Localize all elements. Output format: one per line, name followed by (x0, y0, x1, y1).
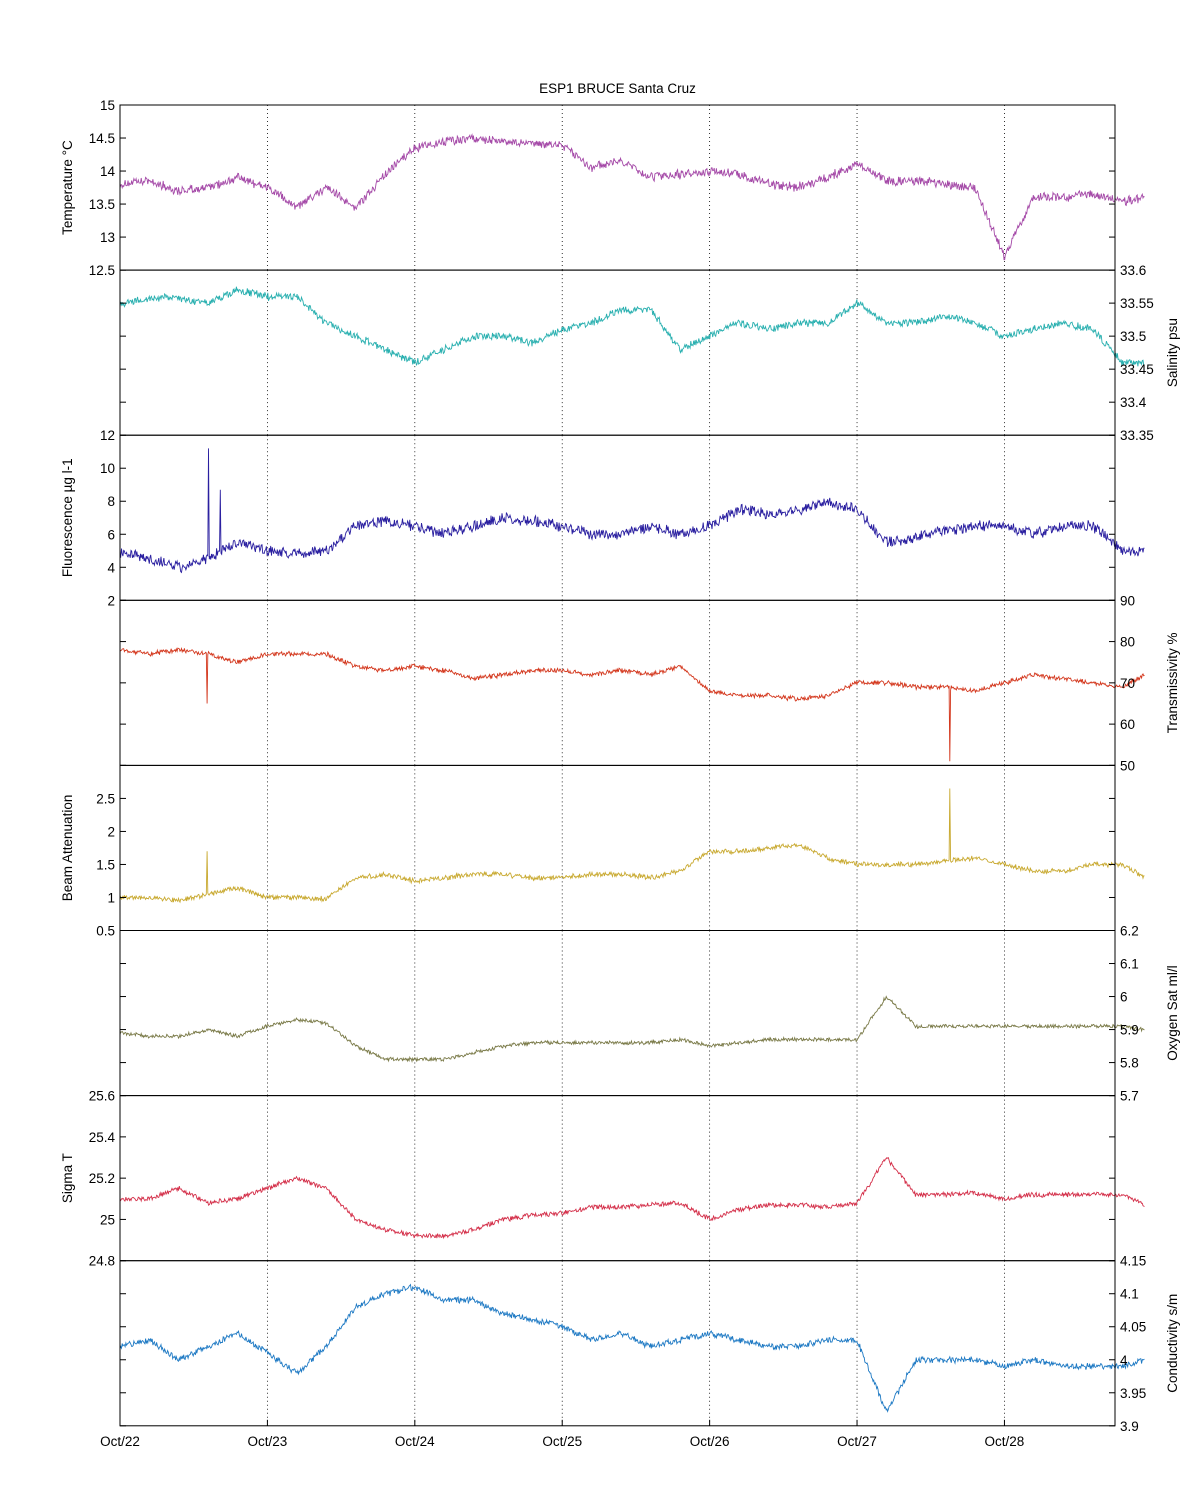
x-tick-label: Oct/27 (837, 1434, 877, 1449)
y-tick-label: 6.1 (1120, 957, 1139, 972)
panel-transmissivity: 50 60 70 80 90 Transmissivity % (119, 593, 1180, 773)
panel-frame (119, 1260, 1116, 1427)
y-tick-label: 4 (1120, 1353, 1128, 1368)
oxygen_sat-line (119, 995, 1145, 1064)
y-tick-label: 13.5 (89, 197, 115, 212)
beam_attenuation-line (119, 788, 1145, 904)
y-tick-label: 25.6 (89, 1089, 115, 1104)
panel-frame (119, 1095, 1116, 1262)
y-tick-label: 50 (1120, 758, 1135, 773)
y-tick-label: 25.4 (89, 1130, 116, 1145)
salinity-line (119, 286, 1145, 367)
y-axis-label: Transmissivity % (1165, 632, 1180, 733)
x-tick-label: Oct/25 (542, 1434, 582, 1449)
y-tick-label: 70 (1120, 676, 1135, 691)
y-axis-label: Fluorescence µg l-1 (60, 458, 75, 577)
sigma_t-line (119, 1156, 1145, 1240)
y-tick-label: 5.8 (1120, 1056, 1139, 1071)
fluorescence-line (119, 448, 1145, 574)
y-tick-label: 15 (100, 98, 115, 113)
y-tick-label: 25.2 (89, 1171, 115, 1186)
panel-conductivity: 3.9 3.95 4 4.05 4.1 4.15 Conductivity s/m (119, 1254, 1180, 1434)
y-axis-label: Temperature °C (60, 140, 75, 235)
x-tick-label: Oct/23 (248, 1434, 288, 1449)
y-axis-label: Sigma T (60, 1153, 75, 1203)
y-tick-label: 2 (107, 824, 115, 839)
y-tick-label: 3.9 (1120, 1419, 1139, 1434)
x-tick-label: Oct/22 (100, 1434, 140, 1449)
y-tick-label: 10 (100, 461, 115, 476)
y-tick-label: 4.15 (1120, 1254, 1146, 1269)
y-tick-label: 12 (100, 428, 115, 443)
y-axis-label: Salinity psu (1165, 318, 1180, 387)
x-tick-label: Oct/26 (690, 1434, 730, 1449)
y-tick-label: 33.5 (1120, 329, 1146, 344)
y-tick-label: 33.6 (1120, 263, 1146, 278)
y-tick-label: 6.2 (1120, 924, 1139, 939)
y-tick-label: 33.55 (1120, 296, 1154, 311)
y-tick-label: 0.5 (96, 924, 115, 939)
panel-fluorescence: 2 4 6 8 10 12 Fluorescence µg l-1 (60, 428, 1145, 608)
y-tick-label: 33.35 (1120, 428, 1154, 443)
transmissivity-line (119, 647, 1145, 762)
y-tick-label: 8 (107, 494, 115, 509)
panel-beam_attenuation: 0.5 1 1.5 2 2.5 Beam Attenuation (60, 764, 1145, 939)
y-tick-label: 4 (107, 560, 115, 575)
y-tick-label: 2 (107, 593, 115, 608)
temperature-line (119, 133, 1145, 261)
y-tick-label: 1 (107, 890, 115, 905)
y-axis-label: Conductivity s/m (1165, 1294, 1180, 1393)
y-tick-label: 60 (1120, 717, 1135, 732)
y-tick-label: 33.4 (1120, 395, 1147, 410)
y-tick-label: 4.1 (1120, 1287, 1139, 1302)
figure-title: ESP1 BRUCE Santa Cruz (539, 81, 696, 96)
y-tick-label: 2.5 (96, 791, 115, 806)
x-tick-label: Oct/28 (985, 1434, 1025, 1449)
y-tick-label: 13 (100, 230, 115, 245)
y-axis-label: Oxygen Sat ml/l (1165, 965, 1180, 1060)
y-tick-label: 25 (100, 1212, 115, 1227)
y-tick-label: 33.45 (1120, 362, 1154, 377)
y-tick-label: 5.7 (1120, 1089, 1139, 1104)
y-tick-label: 4.05 (1120, 1320, 1146, 1335)
panel-sigma_t: 24.8 25 25.2 25.4 25.6 Sigma T (60, 1089, 1145, 1269)
panel-temperature: 12.5 13 13.5 14 14.5 15 Temperature °C (60, 98, 1145, 278)
y-tick-label: 90 (1120, 593, 1135, 608)
panel-frame (119, 930, 1116, 1097)
y-tick-label: 12.5 (89, 263, 115, 278)
conductivity-line (119, 1283, 1145, 1413)
x-axis: Oct/22 Oct/23 Oct/24 Oct/25 Oct/26 Oct/27 Oct/… (100, 1419, 1025, 1449)
panel-salinity: 33.35 33.4 33.45 33.5 33.55 33.6 Salinity psu (119, 263, 1180, 443)
y-tick-label: 24.8 (89, 1254, 115, 1269)
panel-frame (119, 599, 1116, 766)
x-tick-label: Oct/24 (395, 1434, 435, 1449)
y-tick-label: 5.9 (1120, 1023, 1139, 1038)
y-tick-label: 80 (1120, 635, 1135, 650)
y-tick-label: 14 (100, 164, 116, 179)
panel-frame (119, 434, 1116, 601)
panel-oxygen_sat: 5.7 5.8 5.9 6 6.1 6.2 Oxygen Sat ml/l (119, 924, 1180, 1104)
y-tick-label: 3.95 (1120, 1386, 1146, 1401)
panel-frame (119, 269, 1116, 436)
y-tick-label: 14.5 (89, 131, 115, 146)
panel-frame (119, 764, 1116, 932)
y-tick-label: 6 (1120, 990, 1128, 1005)
y-tick-label: 6 (107, 527, 115, 542)
y-tick-label: 1.5 (96, 857, 115, 872)
y-axis-label: Beam Attenuation (60, 795, 75, 902)
